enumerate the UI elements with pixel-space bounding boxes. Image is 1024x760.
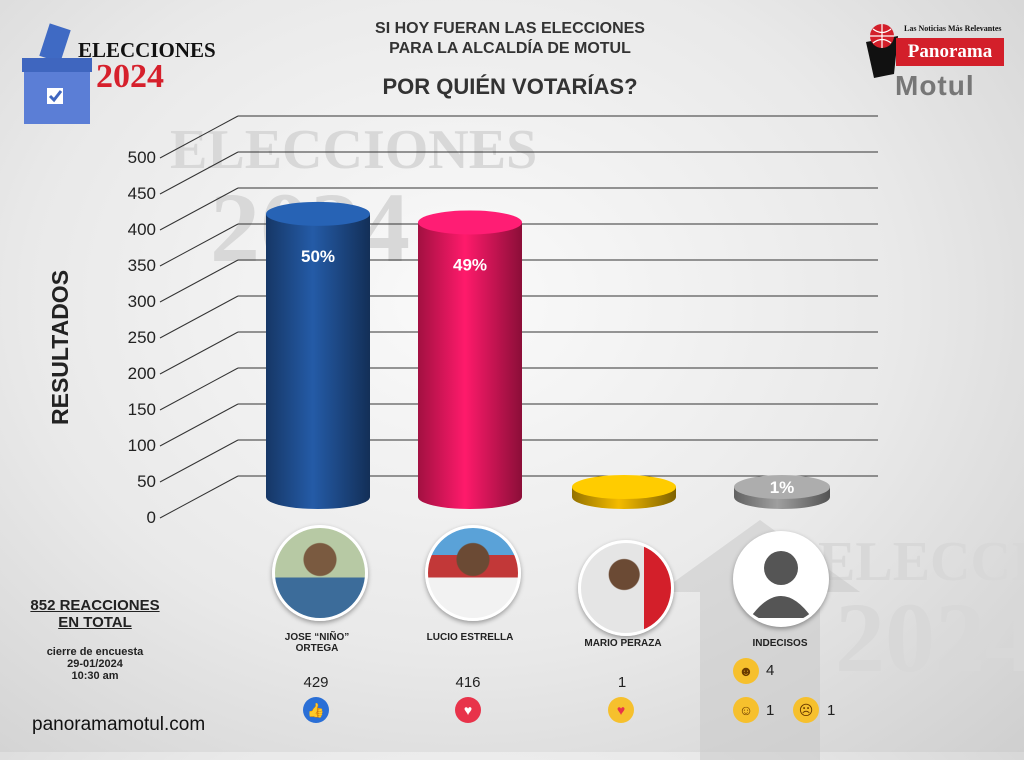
care-icon: ♥ <box>608 697 634 723</box>
y-tick-label: 50 <box>137 472 156 491</box>
grid-diagonal <box>159 403 239 447</box>
bar-top-4 <box>734 475 830 499</box>
grid-diagonal <box>159 151 239 195</box>
grid-diagonal <box>159 259 239 303</box>
y-tick-label: 250 <box>128 328 156 347</box>
bar-2 <box>418 222 522 509</box>
candidate-photo-ortega <box>272 525 368 621</box>
brand-tagline: Las Noticias Más Relevantes <box>904 24 1002 33</box>
grid-diagonal <box>159 223 239 267</box>
count-peraza: 1 <box>617 674 627 691</box>
y-tick-label: 150 <box>128 400 156 419</box>
y-tick-label: 350 <box>128 256 156 275</box>
bar-label-2: 49% <box>453 255 487 274</box>
grid-diagonal <box>159 475 239 519</box>
summary-total: 852 REACCIONES EN TOTAL <box>30 597 160 631</box>
y-tick-label: 400 <box>128 220 156 239</box>
y-tick-label: 450 <box>128 184 156 203</box>
grid-diagonal <box>159 367 239 411</box>
logo-year: 2024 <box>96 58 164 95</box>
summary-closing: cierre de encuesta 29-01/2024 10:30 am <box>46 646 144 682</box>
y-axis-title: RESULTADOS <box>47 270 73 425</box>
candidate-name-ortega: JOSE “NIÑO” ORTEGA <box>284 632 350 654</box>
header-line1: SI HOY FUERAN LAS ELECCIONES <box>375 20 645 37</box>
brand-city: Motul <box>895 70 975 101</box>
undecided-avatar-icon <box>733 531 829 627</box>
header-line2: PARA LA ALCALDÍA DE MOTUL <box>389 40 631 57</box>
y-tick-label: 100 <box>128 436 156 455</box>
globe-icon <box>860 22 904 80</box>
watermark-word-bottom: ELECCIONES <box>818 531 1024 593</box>
reaction-count-haha: 4 <box>766 662 775 679</box>
candidate-name-indecisos: INDECISOS <box>752 638 808 649</box>
watermark-word-top: ELECCIONES <box>170 119 538 181</box>
site-url[interactable]: panoramamotul.com <box>32 714 206 735</box>
ballot-box-icon <box>22 22 92 126</box>
bar-1 <box>266 213 370 510</box>
header-question: POR QUIÉN VOTARÍAS? <box>382 74 638 99</box>
brand-name: Panorama <box>896 38 1004 66</box>
wow-icon: ☺ <box>733 697 759 723</box>
bar-label-4: 1% <box>770 478 795 497</box>
reaction-count-wow: 1 <box>766 702 775 719</box>
count-estrella: 416 <box>455 674 481 691</box>
candidate-photo-peraza <box>578 540 674 636</box>
y-tick-label: 500 <box>128 148 156 167</box>
bar-top-1 <box>266 201 370 226</box>
grid-diagonal <box>159 331 239 375</box>
sad-icon: ☹ <box>793 697 819 723</box>
candidate-name-estrella: LUCIO ESTRELLA <box>426 632 514 643</box>
bar-top-3 <box>572 475 676 499</box>
grid-diagonal <box>159 115 239 159</box>
bar-top-2 <box>418 210 522 235</box>
candidate-photo-estrella <box>425 525 521 621</box>
y-tick-label: 300 <box>128 292 156 311</box>
y-tick-label: 0 <box>147 508 156 527</box>
grid-diagonal <box>159 439 239 483</box>
watermark-year-bottom: 2024 <box>835 582 1024 693</box>
reaction-count-sad: 1 <box>827 702 836 719</box>
candidate-name-peraza: MARIO PERAZA <box>584 638 662 649</box>
heart-icon: ♥ <box>455 697 481 723</box>
logo-title: ELECCIONES <box>78 38 216 62</box>
grid-diagonal <box>159 187 239 231</box>
grid-diagonal <box>159 295 239 339</box>
haha-icon: ☻ <box>733 658 759 684</box>
y-tick-label: 200 <box>128 364 156 383</box>
like-icon: 👍 <box>303 697 329 723</box>
bar-label-1: 50% <box>301 247 335 266</box>
count-ortega: 429 <box>303 674 329 691</box>
